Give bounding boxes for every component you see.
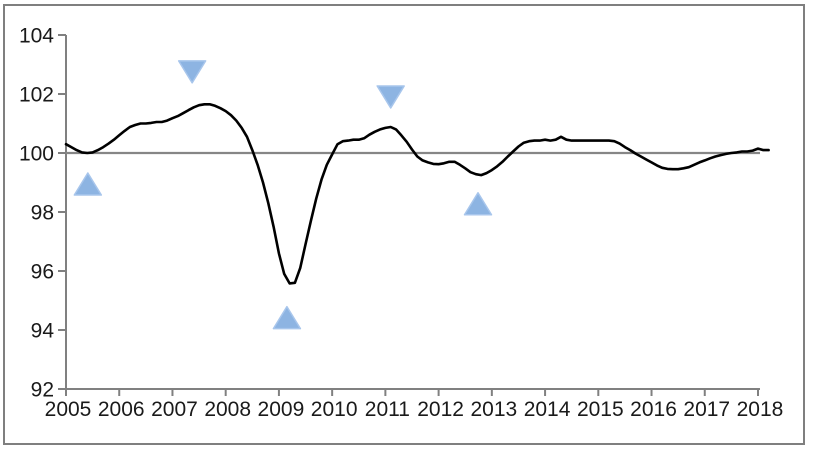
triangle-up-marker: [272, 305, 302, 330]
series-index-line: [64, 103, 770, 285]
triangle-down-marker: [376, 85, 405, 109]
x-tick-label: 2010: [311, 398, 358, 421]
x-tick-label: 2007: [151, 398, 198, 421]
x-tick-label: 2015: [577, 398, 624, 421]
x-tick-label: 2011: [365, 398, 410, 421]
x-tick-label: 2016: [630, 398, 677, 421]
x-tick-label: 2014: [524, 398, 571, 421]
x-tick-label: 2017: [683, 398, 730, 421]
triangle-up-marker: [73, 172, 103, 196]
series-layer: [64, 103, 770, 285]
triangle-up-marker: [463, 191, 493, 216]
label-layer: 92 94 96 98 100 102 104 2005 2006 2007 2008 2009 201…: [19, 25, 783, 422]
x-tick-label: 2012: [417, 398, 464, 421]
y-tick-label: 98: [31, 202, 54, 225]
marker-layer: [73, 60, 493, 330]
triangle-down-marker: [177, 60, 207, 84]
y-tick-label: 104: [19, 25, 54, 48]
y-tick-label: 102: [19, 84, 54, 107]
y-tick-label: 96: [31, 261, 54, 284]
x-tick-label: 2006: [98, 398, 145, 421]
x-tick-label: 2008: [204, 398, 251, 421]
x-tick-label: 2009: [258, 398, 305, 421]
chart-frame: [3, 4, 805, 445]
x-tick-label: 2018: [737, 398, 784, 421]
y-tick-label: 100: [19, 143, 54, 166]
x-tick-label: 2005: [45, 398, 92, 421]
x-tick-label: 2013: [470, 398, 517, 421]
y-tick-label: 92: [31, 379, 54, 402]
y-tick-label: 94: [31, 320, 55, 343]
axes-layer: [58, 34, 760, 396]
